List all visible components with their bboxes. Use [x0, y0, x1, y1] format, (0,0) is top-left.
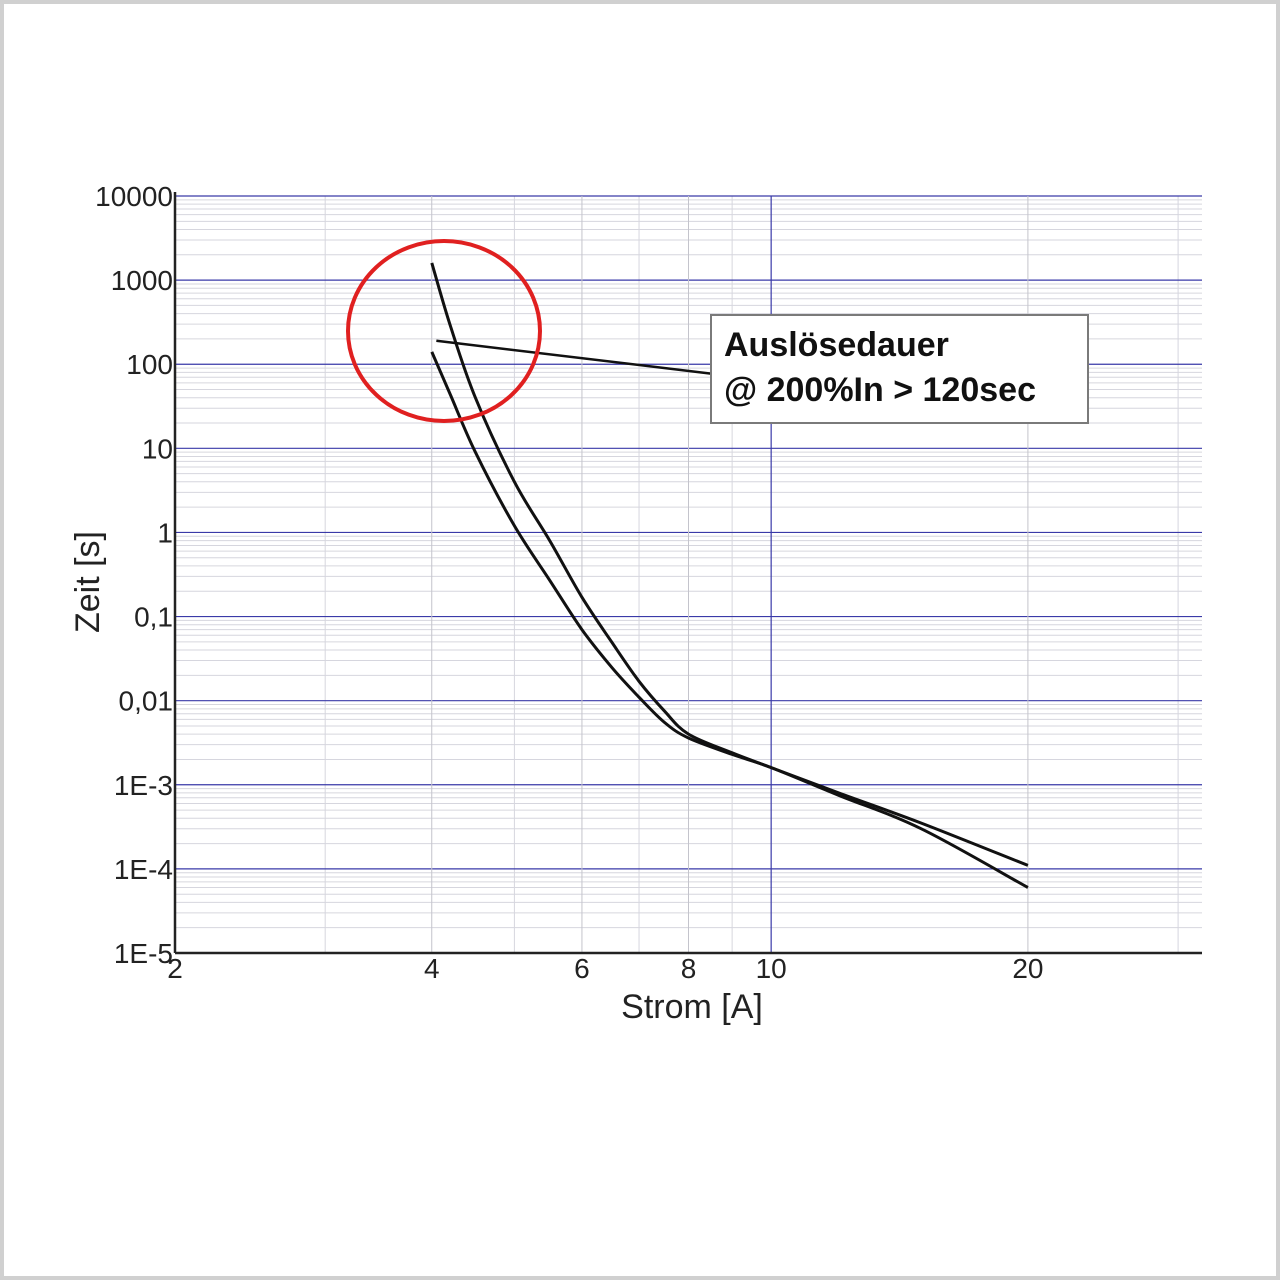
- series-line-1: [430, 262, 1029, 867]
- annotation-line-1: Auslösedauer: [724, 326, 949, 364]
- x-tick-label: 6: [574, 953, 590, 984]
- tick-labels: 10000 1000 100 10 1 0,1 0,01 1E-3 1E-4 1E-52 4 6 8 10…: [95, 181, 1043, 984]
- x-tick-label: 20: [1012, 953, 1043, 984]
- x-tick-label: 4: [424, 953, 440, 984]
- y-tick-label: 1E-4: [114, 854, 173, 885]
- y-tick-label: 1E-5: [114, 938, 173, 969]
- y-tick-label: 1: [157, 517, 173, 548]
- x-tick-label: 8: [681, 953, 697, 984]
- y-tick-label: 100: [126, 349, 173, 380]
- major-grid: [175, 195, 1202, 953]
- y-tick-label: 1000: [111, 265, 173, 296]
- y-tick-label: 0,1: [134, 602, 173, 633]
- axes: [173, 192, 1202, 955]
- y-tick-label: 10: [142, 433, 173, 464]
- annotation-pointer-line: [436, 339, 715, 376]
- series-line-2: [430, 351, 1029, 889]
- series-lines: [430, 262, 1029, 889]
- x-tick-label: 10: [756, 953, 787, 984]
- highlight-circle: [346, 239, 542, 423]
- annotation-box: [710, 314, 1089, 424]
- y-tick-label: 0,01: [119, 686, 174, 717]
- annotation-group: Auslösedauer @ 200%In > 120sec: [346, 239, 1089, 424]
- annotation-line-2: @ 200%In > 120sec: [724, 371, 1036, 409]
- x-axis-label: Strom [A]: [621, 988, 763, 1026]
- x-tick-label: 2: [167, 953, 183, 984]
- y-axis-label: Zeit [s]: [69, 531, 107, 633]
- y-tick-label: 1E-3: [114, 770, 173, 801]
- y-tick-label: 10000: [95, 181, 173, 212]
